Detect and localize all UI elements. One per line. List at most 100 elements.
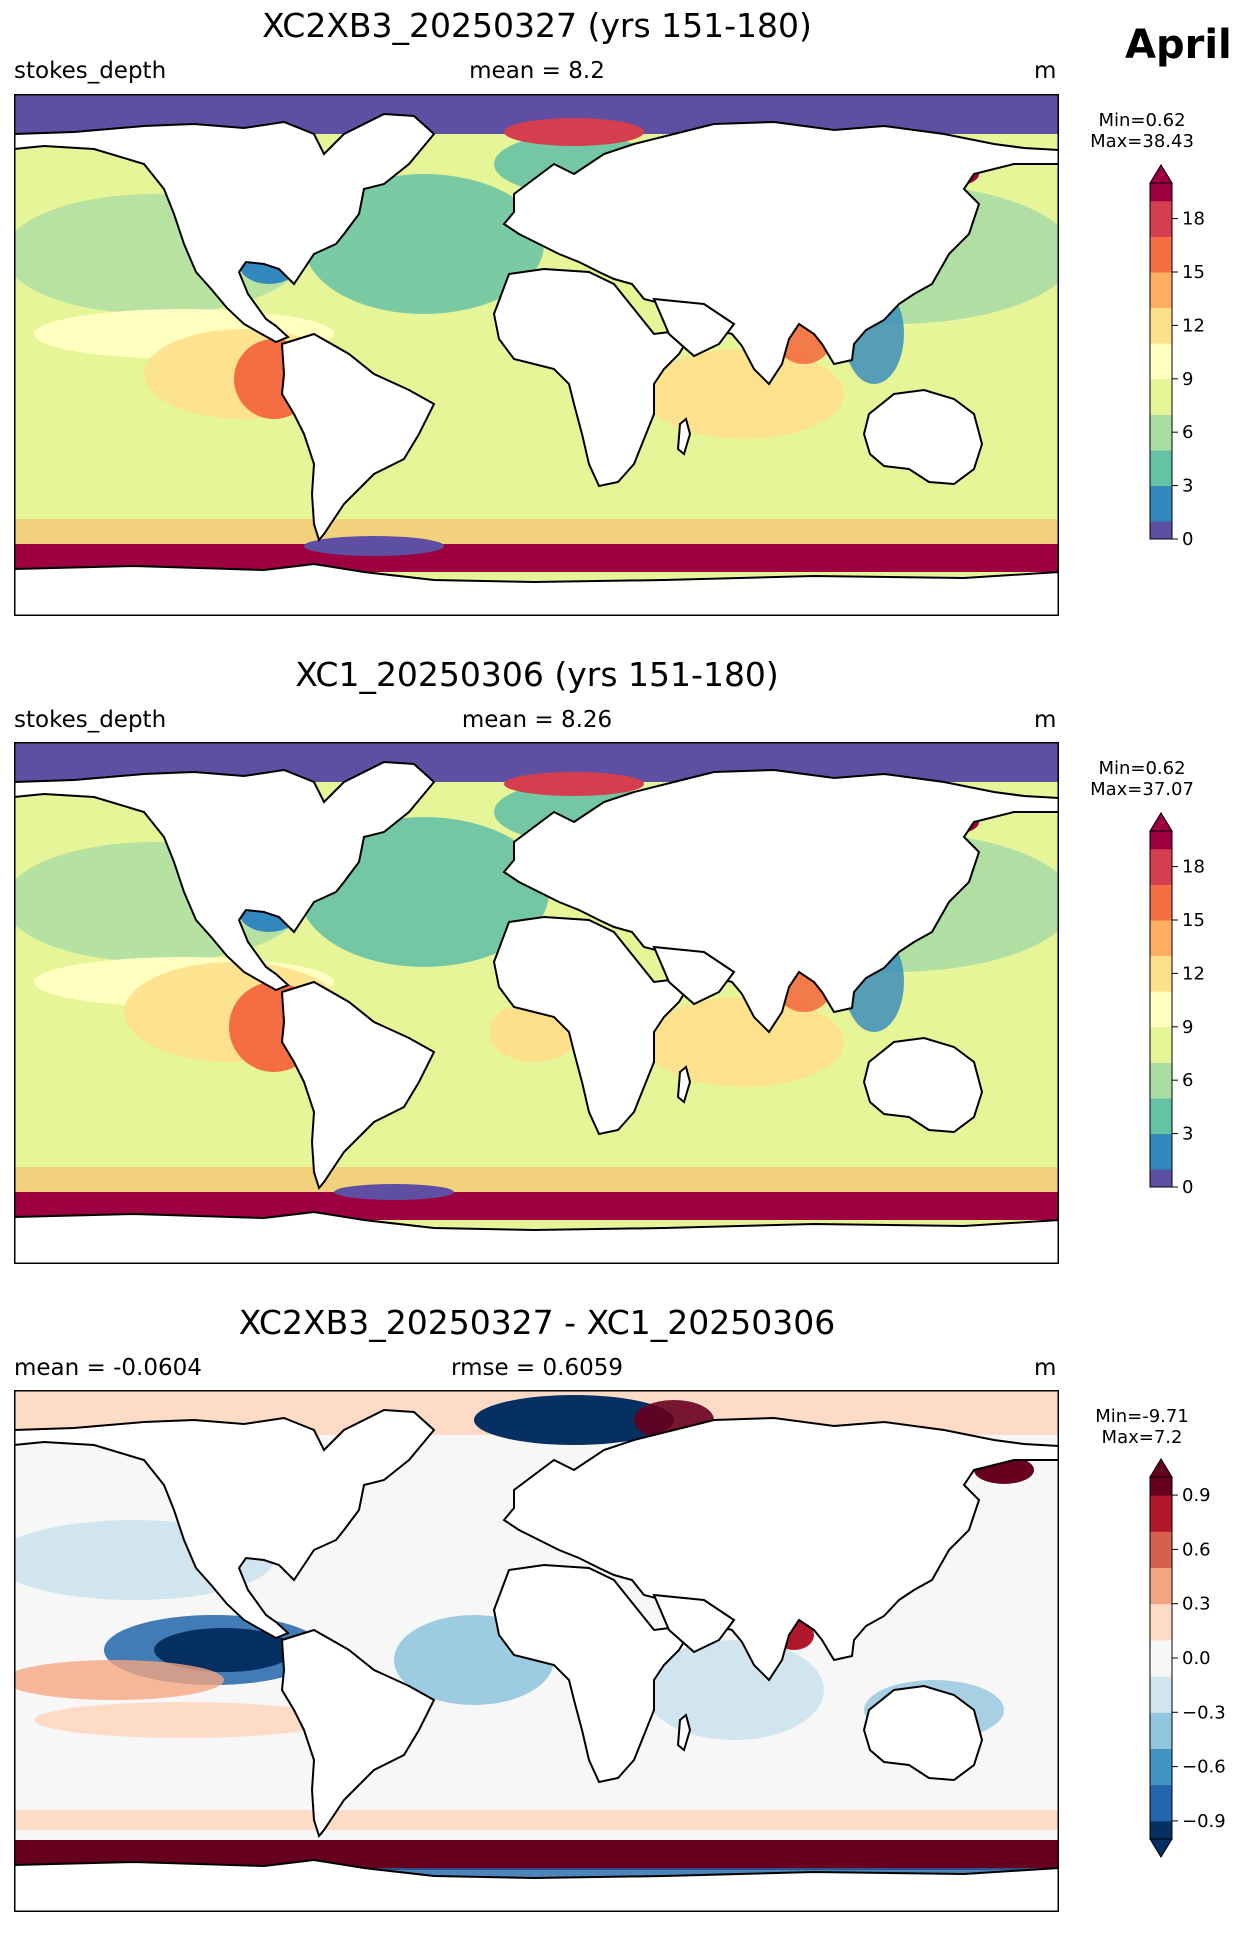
colorbar-1-segment [1150, 218, 1172, 237]
colorbar-3-segment [1150, 1676, 1172, 1695]
colorbar-3-segment [1150, 1603, 1172, 1623]
colorbar-3-segment [1150, 1531, 1172, 1550]
colorbar-1-segment [1150, 236, 1172, 255]
colorbar-3-segment [1150, 1802, 1172, 1822]
colorbar-2-max-extension [1149, 812, 1173, 832]
colorbar-3-segment [1150, 1694, 1172, 1713]
colorbar-2-segment [1150, 973, 1172, 992]
colorbar-1-segment [1150, 289, 1172, 309]
panel-1-variable-label: stokes_depth [14, 58, 167, 84]
colorbar-1-segment [1150, 485, 1172, 504]
colorbar-1-segment [1150, 200, 1172, 220]
colorbar-2-segment [1150, 902, 1172, 921]
colorbar-2-tick-label: 9 [1182, 1017, 1193, 1038]
colorbar-1-segment [1150, 521, 1172, 540]
colorbar-1-segment [1150, 343, 1172, 362]
colorbar-3-segment [1150, 1712, 1172, 1731]
colorbar-1-max-extension [1149, 164, 1173, 184]
colorbar-1-segment [1150, 396, 1172, 415]
colorbar-1-segment [1150, 450, 1172, 469]
colorbar-2-segment [1150, 920, 1172, 939]
panel-3-title: XC2XB3_20250327 - XC1_20250306 [238, 1303, 836, 1342]
colorbar-1-tick-label: 15 [1182, 262, 1205, 283]
panel-1-colorbar: 18 15 12 9 6 3 0 [1149, 164, 1205, 550]
panel-2-max-text: Max=37.07 [1090, 779, 1194, 800]
colorbar-1-tick-label: 0 [1182, 529, 1193, 550]
colorbar-2-tick-label: 12 [1182, 963, 1205, 984]
panel-3-field [14, 1390, 1059, 1912]
panel-1-frame [14, 94, 1059, 616]
panel-2-colorbar: 18 15 12 9 6 3 0 [1149, 812, 1205, 1198]
colorbar-3-min-extension [1149, 1838, 1173, 1858]
panel-3-max-text: Max=7.2 [1101, 1427, 1183, 1448]
colorbar-2-segment [1150, 1133, 1172, 1152]
colorbar-2-segment [1150, 1044, 1172, 1063]
colorbar-3-segment [1150, 1585, 1172, 1605]
colorbar-2-tick-label: 3 [1182, 1124, 1193, 1145]
colorbar-2-segment [1150, 1009, 1172, 1028]
colorbar-1-tick-label: 6 [1182, 422, 1193, 443]
colorbar-2-segment [1150, 1080, 1172, 1099]
panel-3-frame [14, 1390, 1059, 1912]
colorbar-1-segment [1150, 378, 1172, 398]
colorbar-3-segment [1150, 1513, 1172, 1532]
panel-1-max-text: Max=38.43 [1090, 131, 1194, 152]
colorbar-2-segment [1150, 1026, 1172, 1046]
colorbar-2-segment [1150, 937, 1172, 957]
colorbar-2-segment [1150, 1151, 1172, 1170]
colorbar-3-segment [1150, 1748, 1172, 1768]
colorbar-3-segment [1150, 1621, 1172, 1641]
colorbar-3-segment [1150, 1567, 1172, 1587]
panel-3-mean-label: mean = -0.0604 [14, 1355, 202, 1381]
colorbar-2-tick-label: 6 [1182, 1070, 1193, 1091]
panel-3-min-text: Min=-9.71 [1095, 1406, 1189, 1427]
colorbar-2-tick-label: 0 [1182, 1177, 1193, 1198]
panel-3-colorbar: 0.9 0.6 0.3 0.0 −0.3 −0.6 −0.9 [1149, 1458, 1226, 1858]
panel-2-map [14, 742, 1059, 1264]
colorbar-1-segment [1150, 361, 1172, 380]
colorbar-1-frame [1149, 182, 1173, 540]
colorbar-3-segment [1150, 1477, 1172, 1496]
colorbar-3-tick-label: −0.3 [1182, 1702, 1226, 1723]
colorbar-1-segment [1150, 414, 1172, 433]
colorbar-1-tick-label: 9 [1182, 369, 1193, 390]
colorbar-2-segment [1150, 955, 1172, 974]
colorbar-3-segment [1150, 1820, 1172, 1840]
colorbar-2-segment [1150, 848, 1172, 868]
colorbar-2-segment [1150, 991, 1172, 1010]
panel-1-map [14, 94, 1059, 616]
colorbar-3-tick-label: −0.9 [1182, 1811, 1226, 1832]
colorbar-2-segment [1150, 1115, 1172, 1135]
colorbar-1-segment [1150, 272, 1172, 291]
colorbar-2-tick-label: 15 [1182, 910, 1205, 931]
panel-1-minmax: Min=0.62 Max=38.43 [1090, 110, 1194, 152]
panel-3-map [14, 1390, 1059, 1912]
month-label: April [1125, 22, 1232, 68]
colorbar-2-segment [1150, 866, 1172, 885]
colorbar-3-segment [1150, 1784, 1172, 1804]
colorbar-2-segment [1150, 1169, 1172, 1188]
colorbar-3-segment [1150, 1495, 1172, 1514]
colorbar-1-segment [1150, 307, 1172, 326]
panel-3-rmse-label: rmse = 0.6059 [451, 1355, 623, 1381]
colorbar-1-segment [1150, 254, 1172, 273]
colorbar-1-segment [1150, 467, 1172, 487]
colorbar-3-segment [1150, 1639, 1172, 1659]
panel-1-mean-label: mean = 8.2 [469, 58, 605, 84]
panel-2-variable-label: stokes_depth [14, 707, 167, 733]
panel-2-min-text: Min=0.62 [1098, 758, 1186, 779]
colorbar-1-tick-label: 3 [1182, 476, 1193, 497]
panel-3-minmax: Min=-9.71 Max=7.2 [1095, 1406, 1189, 1448]
colorbar-3-tick-label: 0.0 [1182, 1648, 1211, 1669]
panel-2-title: XC1_20250306 (yrs 151-180) [295, 655, 779, 694]
colorbar-3-segment [1150, 1549, 1172, 1568]
panel-2-minmax: Min=0.62 Max=37.07 [1090, 758, 1194, 800]
panel-2-mean-label: mean = 8.26 [461, 707, 613, 733]
colorbar-2-segment [1150, 1062, 1172, 1081]
colorbar-1-segment [1150, 325, 1172, 344]
panel-3-units-label: m [1034, 1355, 1057, 1381]
colorbar-1-segment [1150, 432, 1172, 451]
colorbar-2-frame [1149, 830, 1173, 1188]
panel-2-units-label: m [1034, 707, 1057, 733]
colorbar-1-segment [1150, 503, 1172, 522]
